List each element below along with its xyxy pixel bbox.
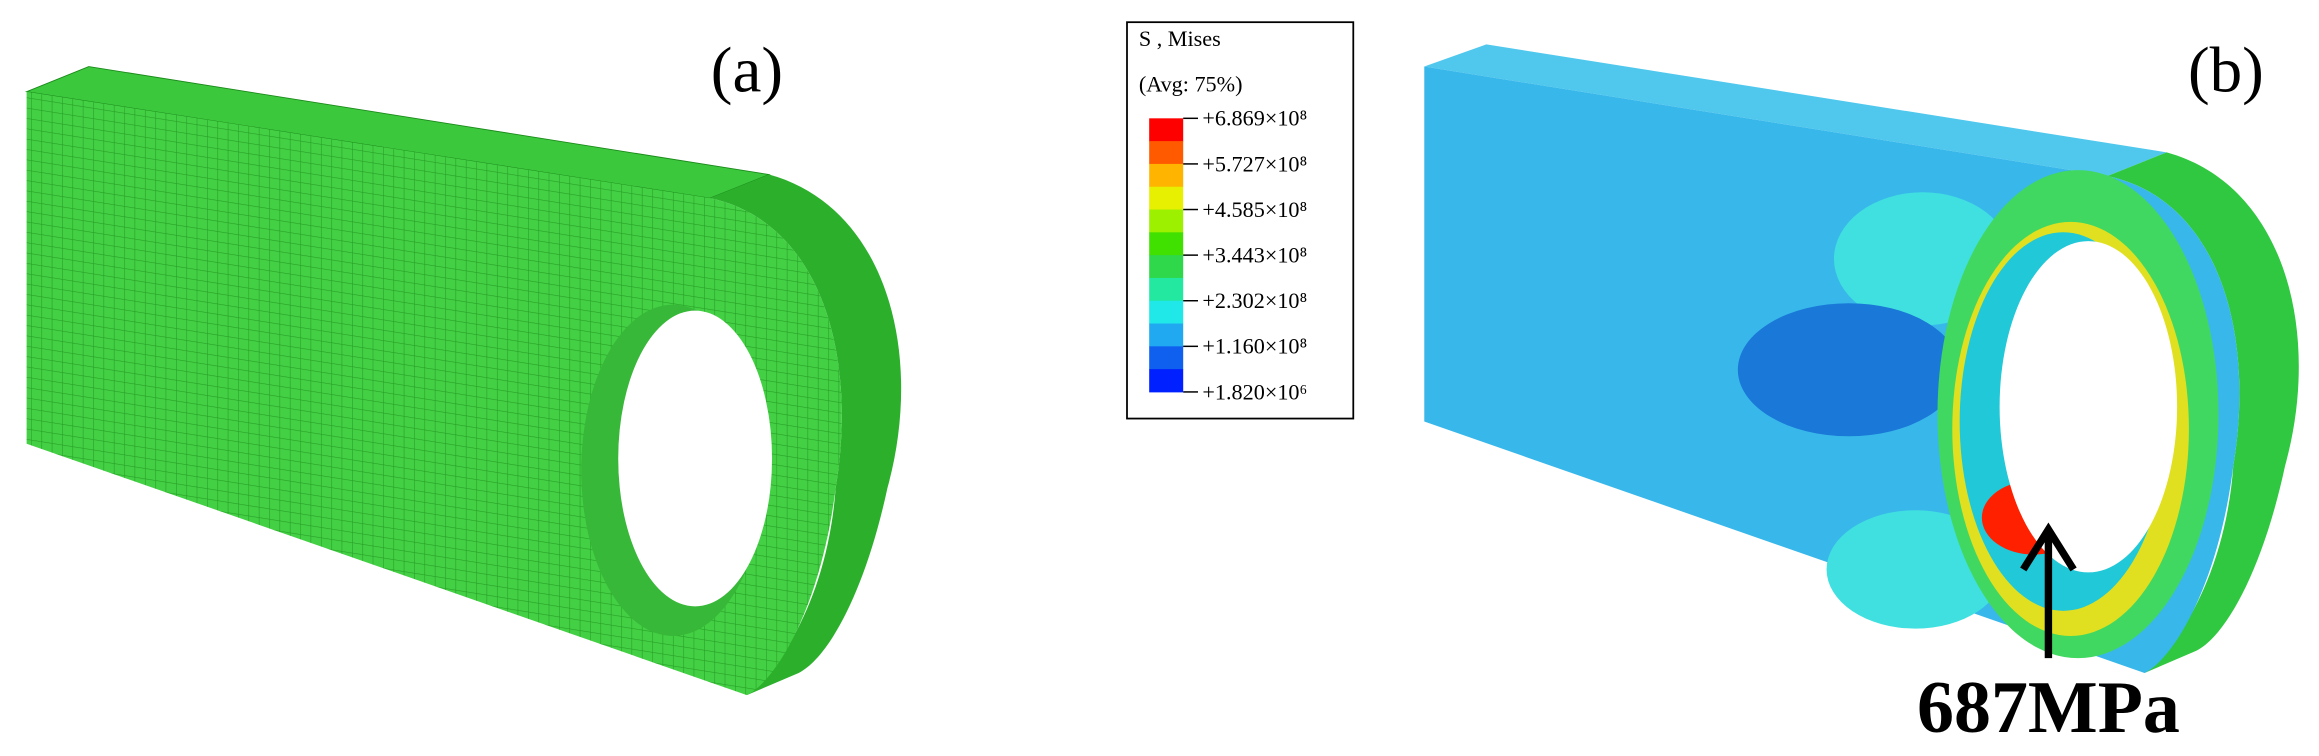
color-band	[1149, 255, 1184, 279]
legend-subtitle: (Avg: 75%)	[1139, 72, 1243, 97]
legend-title: S , Mises	[1139, 26, 1221, 51]
legend-label: +6.869×10⁸	[1202, 106, 1307, 131]
mesh-model: (a)	[24, 35, 902, 696]
color-band	[1149, 141, 1184, 165]
legend-label: +4.585×10⁸	[1202, 197, 1307, 222]
legend-label: +1.820×10⁶	[1202, 379, 1307, 404]
color-band	[1149, 186, 1184, 210]
panel-label: (a)	[711, 35, 783, 107]
arrow	[2020, 522, 2077, 659]
stress-model: (b) 687MPa	[1424, 35, 2299, 748]
color-band	[1149, 369, 1184, 393]
color-band	[1149, 118, 1184, 142]
color-band	[1149, 346, 1184, 370]
color-band	[1149, 163, 1184, 188]
panel-label: (b)	[2188, 35, 2264, 107]
color-band	[1149, 300, 1184, 324]
legend-label: +3.443×10⁸	[1202, 243, 1307, 268]
legend-label: +5.727×10⁸	[1202, 151, 1307, 176]
annotation: 687MPa	[1917, 666, 2180, 748]
color-band	[1149, 323, 1184, 347]
legend-label: +1.160×10⁸	[1202, 334, 1307, 359]
color-band	[1149, 277, 1184, 302]
legend: S , Mises (Avg: 75%) +6.869×10⁸ +5.727×10…	[1126, 21, 1355, 420]
color-band	[1149, 209, 1184, 233]
legend-label: +2.302×10⁸	[1202, 288, 1307, 313]
color-band	[1149, 232, 1184, 256]
